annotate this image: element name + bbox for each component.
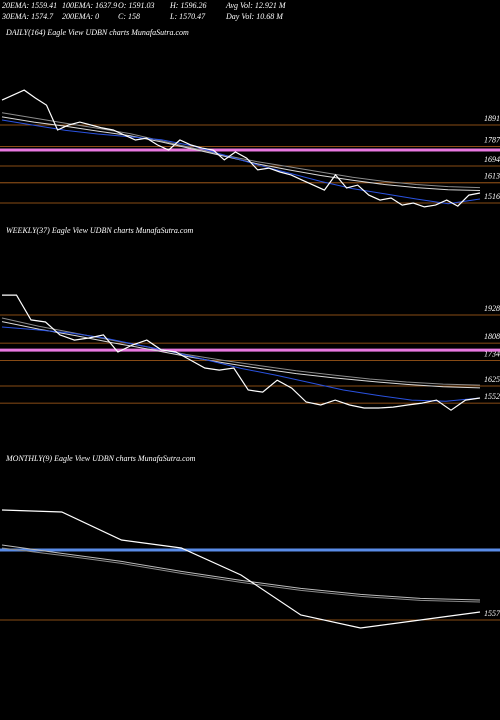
y-tick-label: 1516: [484, 192, 500, 201]
price-line: [1, 112, 481, 189]
y-tick-label: 1734: [484, 349, 500, 358]
price-line: [1, 509, 481, 629]
price-line: [1, 89, 481, 208]
y-tick-label: 1625: [484, 375, 500, 384]
price-line: [1, 326, 481, 402]
panel-title: WEEKLY(37) Eagle View UDBN charts Munafa…: [6, 226, 193, 235]
header-stat: Day Vol: 10.68 M: [225, 12, 284, 21]
y-tick-label: 1787: [484, 135, 500, 144]
price-line: [1, 321, 481, 389]
y-tick-label: 1808: [484, 332, 500, 341]
header-stat: Avg Vol: 12.921 M: [225, 1, 287, 10]
y-tick-label: 1613: [484, 172, 500, 181]
header-stat: L: 1570.47: [169, 12, 206, 21]
y-tick-label: 1694: [484, 155, 500, 164]
y-tick-label: 1891: [484, 114, 500, 123]
header-stat: H: 1596.26: [169, 1, 206, 10]
price-line: [1, 547, 481, 603]
header-stat: 200EMA: 0: [62, 12, 99, 21]
header-stat: 30EMA: 1574.7: [1, 12, 54, 21]
panel-title: MONTHLY(9) Eagle View UDBN charts Munafa…: [5, 454, 196, 463]
price-line: [1, 544, 481, 601]
price-line: [1, 119, 481, 205]
y-tick-label: 1552: [484, 392, 500, 401]
header-stat: 20EMA: 1559.41: [2, 1, 57, 10]
panel-title: DAILY(164) Eagle View UDBN charts Munafa…: [5, 28, 189, 37]
header-stat: 100EMA: 1637.9: [62, 1, 117, 10]
y-tick-label: 1928: [484, 304, 500, 313]
header-stat: O: 1591.03: [118, 1, 154, 10]
header-stat: C: 158: [118, 12, 140, 21]
y-tick-label: 1557: [484, 609, 500, 618]
price-line: [2, 294, 481, 411]
